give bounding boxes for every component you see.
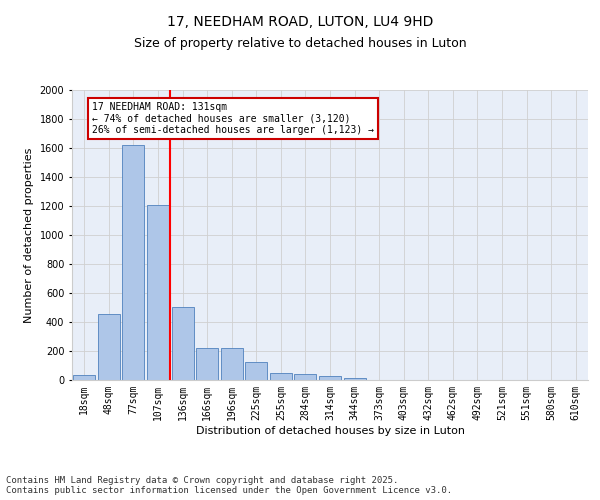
- Text: 17 NEEDHAM ROAD: 131sqm
← 74% of detached houses are smaller (3,120)
26% of semi: 17 NEEDHAM ROAD: 131sqm ← 74% of detache…: [92, 102, 374, 135]
- Bar: [196, 348, 218, 380]
- Text: Size of property relative to detached houses in Luton: Size of property relative to detached ho…: [134, 38, 466, 51]
- Bar: [245, 362, 268, 380]
- X-axis label: Distribution of detached houses by size in Luton: Distribution of detached houses by size …: [196, 426, 464, 436]
- Bar: [221, 348, 243, 380]
- Y-axis label: Number of detached properties: Number of detached properties: [24, 148, 34, 322]
- Bar: [98, 314, 120, 380]
- Bar: [295, 374, 316, 380]
- Bar: [73, 375, 95, 380]
- Text: Contains HM Land Registry data © Crown copyright and database right 2025.
Contai: Contains HM Land Registry data © Crown c…: [6, 476, 452, 495]
- Bar: [319, 376, 341, 380]
- Bar: [147, 204, 169, 380]
- Bar: [172, 307, 194, 380]
- Bar: [270, 373, 292, 380]
- Bar: [344, 378, 365, 380]
- Text: 17, NEEDHAM ROAD, LUTON, LU4 9HD: 17, NEEDHAM ROAD, LUTON, LU4 9HD: [167, 15, 433, 29]
- Bar: [122, 145, 145, 380]
